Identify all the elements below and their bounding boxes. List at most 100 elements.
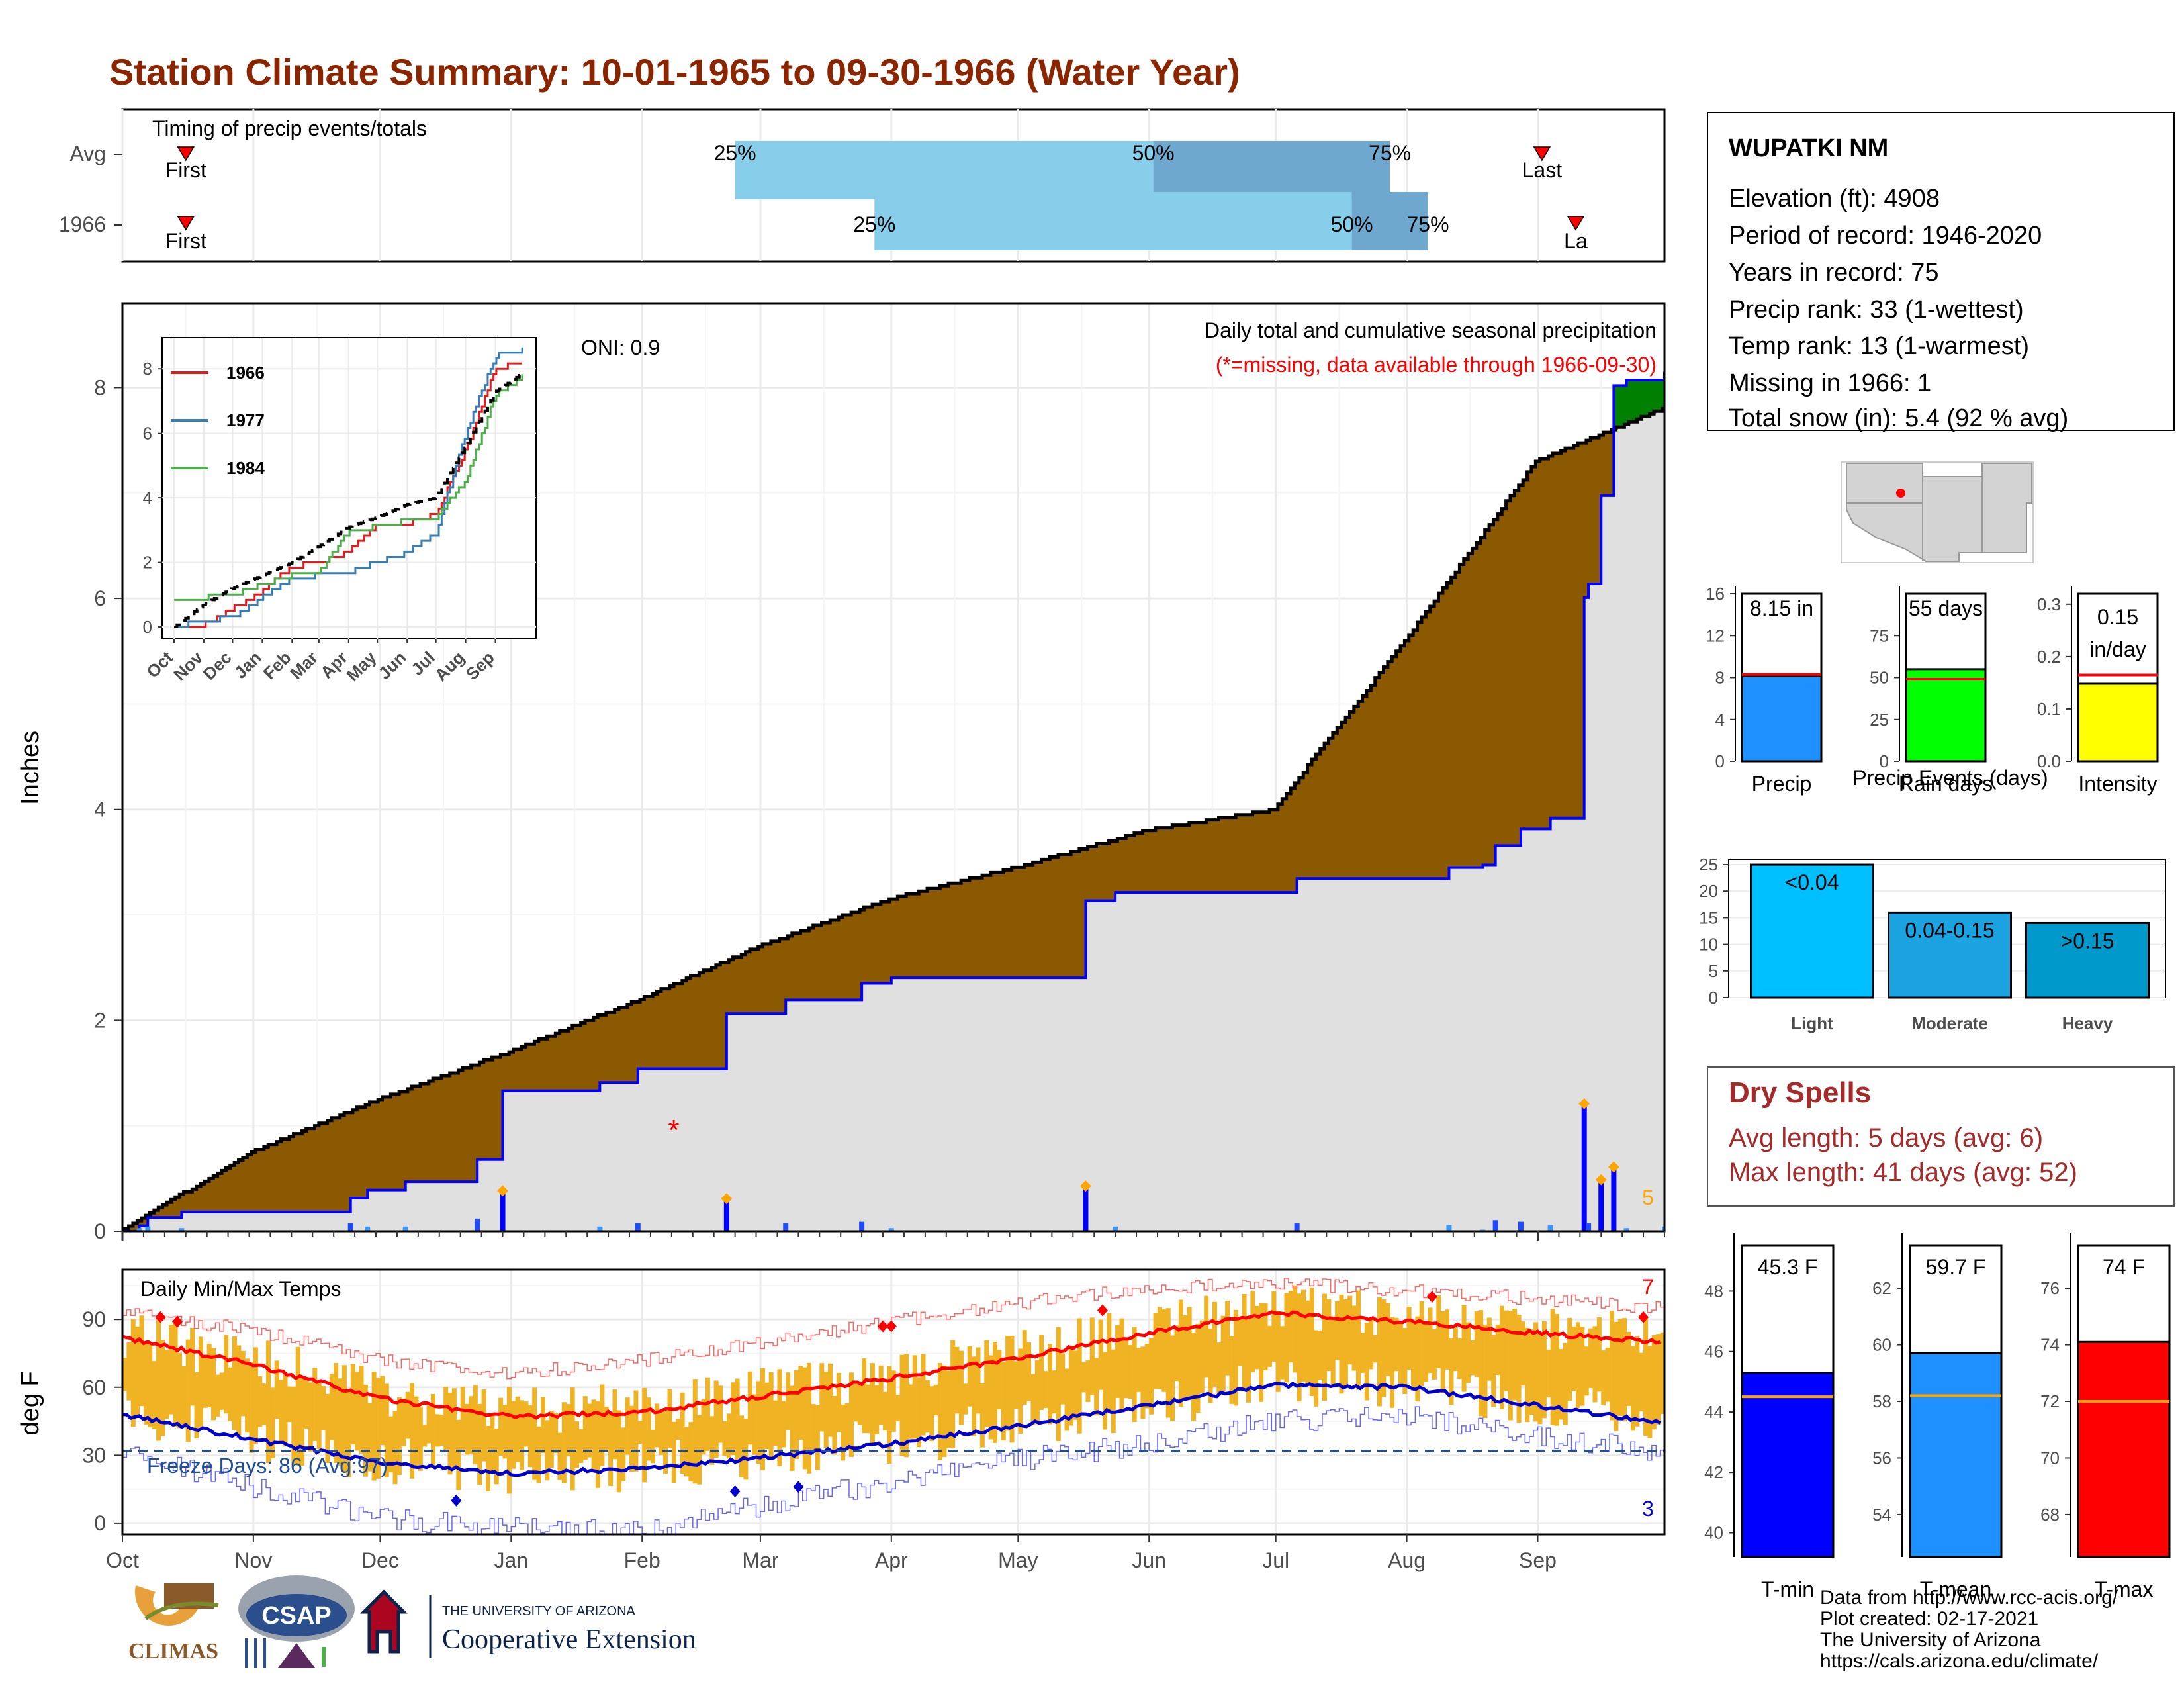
temp-daily-bar [1077, 1318, 1082, 1434]
temp-daily-bar [122, 1358, 127, 1391]
temp-daily-bar [511, 1401, 516, 1469]
temp-daily-bar [709, 1416, 715, 1465]
temp-daily-bar [1048, 1344, 1052, 1425]
temp-daily-bar [972, 1356, 977, 1436]
temp-daily-bar [1385, 1303, 1390, 1376]
avg-max-line [122, 1310, 1661, 1420]
temp-daily-bar [1563, 1342, 1568, 1425]
temp-daily-bar [1144, 1344, 1150, 1409]
temp-daily-bar [1622, 1318, 1627, 1421]
southwest-map-shape [1846, 463, 2032, 562]
temp-daily-bar [1081, 1362, 1087, 1393]
temp-daily-bar [1309, 1288, 1314, 1396]
temp-daily-bar [1115, 1325, 1120, 1398]
temp-daily-bar [743, 1419, 749, 1480]
temp-daily-bar [608, 1412, 614, 1487]
temp-daily-bar [1238, 1319, 1243, 1366]
inset-y-tick: 4 [143, 488, 152, 508]
temp-daily-bar [190, 1327, 195, 1406]
temp-daily-bar [1457, 1338, 1463, 1379]
temp-daily-bar [1643, 1317, 1649, 1436]
temp-daily-bar [494, 1429, 499, 1485]
temp-daily-bar [1377, 1297, 1382, 1407]
temp-daily-bar [595, 1401, 600, 1488]
temp-daily-bar [1449, 1338, 1454, 1405]
temp-daily-bar [1233, 1309, 1238, 1406]
temp-daily-bar [566, 1404, 571, 1457]
temp-daily-bar [126, 1342, 132, 1401]
temp-daily-bar [1263, 1303, 1268, 1371]
timing-avg-last: Last [1522, 158, 1563, 182]
temp-daily-bar [1330, 1316, 1336, 1386]
temp-daily-bar [527, 1405, 533, 1468]
temp-x-tick-label: May [998, 1548, 1038, 1572]
events-x-label: Moderate [1911, 1013, 1988, 1033]
temp-daily-bar [1406, 1306, 1412, 1370]
temp-daily-bar [405, 1391, 410, 1439]
timing-bar-lower [874, 192, 1352, 250]
temp-daily-bar [1479, 1310, 1484, 1417]
temp-daily-bar [1516, 1314, 1522, 1423]
temp-daily-bar [266, 1340, 271, 1464]
temp-daily-bar [574, 1421, 580, 1468]
events-bar-Moderate [1888, 911, 2012, 999]
temp-daily-bar [1343, 1299, 1348, 1387]
events-x-label: Heavy [2062, 1013, 2113, 1033]
events-bar-text: >0.15 [2061, 929, 2115, 953]
temp-daily-bar [726, 1413, 731, 1459]
precip-daily-bar [1518, 1221, 1524, 1231]
temp-daily-bar [1322, 1293, 1327, 1401]
timing-bar-upper [1351, 192, 1428, 250]
temp-daily-bar [1660, 1332, 1664, 1414]
temp-bar-T-max [2077, 1340, 2171, 1558]
temp-daily-bar [363, 1384, 368, 1477]
station-elevation: Elevation (ft): 4908 [1729, 185, 1940, 212]
temp-daily-bar [984, 1340, 989, 1427]
temp-daily-bar [1271, 1291, 1277, 1362]
temp-daily-bar [1060, 1353, 1066, 1405]
temp-daily-bar [1617, 1319, 1623, 1416]
temp-daily-bar [490, 1414, 495, 1472]
temp-daily-bar [545, 1420, 550, 1481]
precip-daily-bar [597, 1226, 603, 1231]
precip-y-tick: 4 [94, 798, 106, 821]
precip-daily-marker [721, 1193, 733, 1205]
temp-daily-bar [355, 1372, 360, 1451]
temp-daily-bar [410, 1383, 415, 1479]
temp-y-tick: 60 [82, 1376, 106, 1399]
timing-1966-p75: 75% [1406, 212, 1449, 236]
temp-daily-bar [1052, 1370, 1057, 1414]
temp-daily-bar [1119, 1318, 1124, 1411]
station-missing: Missing in 1966: 1 [1729, 369, 1931, 397]
precip-daily-bar [888, 1228, 894, 1231]
temp-daily-bar [819, 1363, 825, 1432]
temp-record-marker [1426, 1291, 1437, 1303]
temp-daily-bar [1647, 1346, 1653, 1438]
temp-daily-bar [1339, 1294, 1344, 1394]
temp-daily-bar [659, 1412, 664, 1456]
temp-daily-bar [828, 1363, 833, 1437]
mini-bar-y-tick: 16 [1706, 584, 1725, 604]
temp-daily-bar [236, 1345, 242, 1438]
record-min-line [122, 1406, 1664, 1534]
temp-x-tick-label: Sep [1519, 1548, 1557, 1572]
temp-bar-T-mean [1909, 1352, 2003, 1558]
temp-daily-bar [997, 1350, 1002, 1410]
temp-daily-bar [1398, 1323, 1403, 1387]
temp-daily-bar [739, 1415, 744, 1477]
temp-daily-bar [160, 1340, 165, 1436]
precip-daily-bar [1446, 1225, 1452, 1231]
temp-daily-bar [1555, 1314, 1560, 1426]
temp-daily-bar [422, 1425, 428, 1447]
temp-daily-bar [1183, 1315, 1188, 1399]
temp-daily-bar [1297, 1293, 1302, 1402]
temp-bar-value: 45.3 F [1758, 1255, 1818, 1279]
temp-daily-bar [578, 1429, 584, 1463]
temp-daily-bar [1284, 1293, 1289, 1383]
timing-marker [1567, 216, 1585, 231]
temp-daily-bar [946, 1370, 951, 1448]
precip-daily-bar [1662, 1226, 1664, 1231]
temp-daily-bar [1360, 1333, 1365, 1373]
temp-x-tick-label: Nov [234, 1548, 272, 1572]
temp-daily-bar [1089, 1317, 1095, 1395]
